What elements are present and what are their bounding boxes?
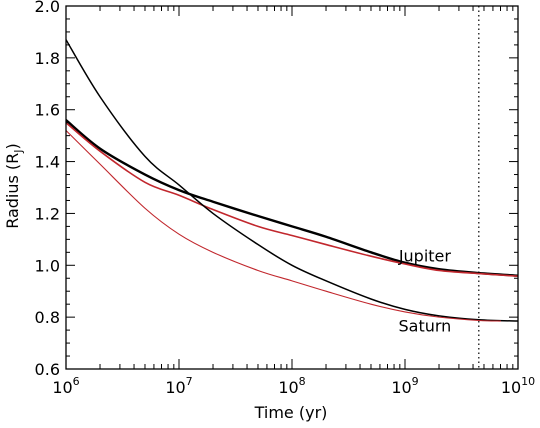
series-line-3 — [66, 38, 518, 322]
x-tick-label: 106 — [52, 375, 79, 397]
y-tick-label: 1.6 — [35, 101, 60, 120]
y-axis-title: Radius (RJ) — [3, 143, 25, 229]
x-tick-label: 107 — [165, 375, 192, 397]
x-tick-label: 1010 — [501, 375, 535, 397]
y-axis-title-main: Radius (R — [3, 153, 22, 229]
y-tick-label: 1.2 — [35, 204, 60, 223]
y-tick-label: 1.4 — [35, 153, 60, 172]
plot-layer — [66, 6, 518, 369]
y-axis-title-close: ) — [3, 143, 22, 149]
plot-frame — [65, 5, 519, 370]
x-axis-title: Time (yr) — [254, 403, 328, 422]
y-tick-label: 0.8 — [35, 308, 60, 327]
y-tick-label: 2.0 — [35, 0, 60, 16]
y-tick-label: 1.0 — [35, 256, 60, 275]
y-tick-label: 0.6 — [35, 360, 60, 379]
x-tick-label: 109 — [391, 375, 418, 397]
y-tick-label: 1.8 — [35, 49, 60, 68]
series-line-4 — [66, 129, 502, 322]
series-line-2 — [66, 121, 518, 277]
annotation-saturn: Saturn — [398, 316, 451, 335]
series-line-1 — [66, 118, 518, 277]
y-axis-title-subscript: J — [12, 149, 25, 153]
axis-layer: 0.6 0.8 1.0 1.2 1.4 1.6 1.8 2.0 106 107 108 109 1010… — [35, 0, 536, 397]
x-tick-label: 108 — [278, 375, 305, 397]
annotation-jupiter: Jupiter — [398, 246, 452, 265]
